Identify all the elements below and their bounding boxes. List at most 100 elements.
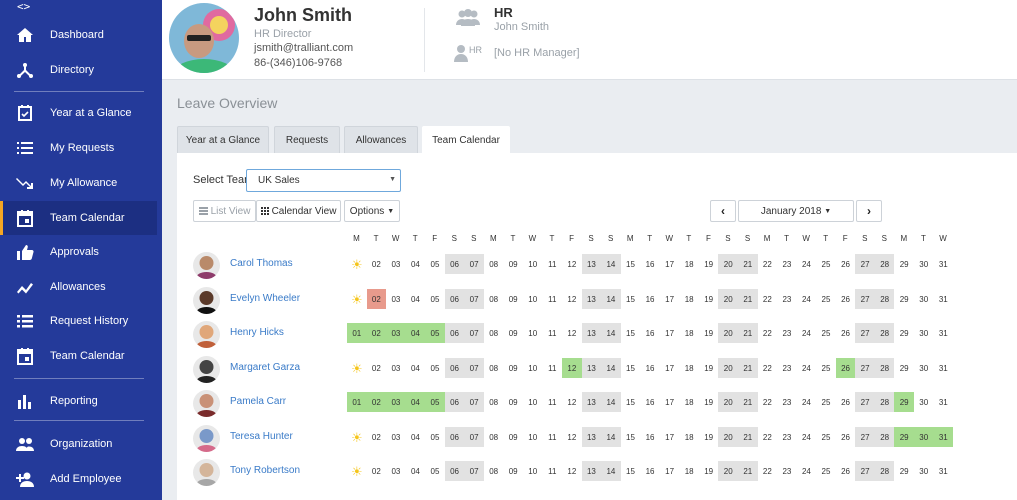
calendar-day-cell[interactable]: 23 [782, 363, 792, 373]
calendar-day-cell[interactable]: 15 [626, 259, 635, 269]
calendar-day-cell[interactable]: 04 [410, 432, 420, 442]
calendar-day-cell[interactable]: 18 [684, 363, 694, 373]
calendar-day-cell[interactable]: 24 [801, 432, 811, 442]
calendar-day-cell[interactable]: 08 [489, 363, 499, 373]
calendar-day-cell[interactable]: 12 [567, 294, 577, 304]
calendar-day-cell[interactable]: 05 [430, 363, 440, 373]
calendar-day-cell[interactable]: 28 [874, 358, 895, 378]
calendar-day-cell[interactable]: 25 [821, 363, 831, 373]
calendar-day-cell[interactable]: 03 [391, 432, 401, 442]
calendar-day-cell[interactable]: 31 [938, 328, 948, 338]
calendar-day-cell[interactable]: 17 [665, 294, 675, 304]
calendar-day-cell[interactable]: 13 [581, 427, 602, 447]
employee-name-link[interactable]: Henry Hicks [230, 327, 284, 338]
holiday-cell[interactable]: ☀ [347, 254, 367, 274]
calendar-day-cell[interactable]: 21 [738, 289, 758, 309]
calendar-day-cell[interactable]: 11 [548, 432, 557, 442]
calendar-day-cell[interactable]: 07 [464, 461, 484, 481]
employee-name-link[interactable]: Carol Thomas [230, 258, 293, 269]
calendar-day-cell[interactable]: 02 [371, 466, 381, 476]
sidebar-item-reporting[interactable]: Reporting [0, 384, 157, 418]
calendar-day-cell[interactable]: 30 [919, 328, 929, 338]
calendar-day-cell[interactable]: 31 [938, 259, 948, 269]
sidebar-item-year-at-a-glance[interactable]: Year at a Glance [0, 96, 157, 130]
calendar-day-cell[interactable]: 29 [899, 294, 909, 304]
calendar-day-cell[interactable]: 03 [391, 259, 401, 269]
calendar-day-cell[interactable]: 13 [581, 254, 602, 274]
calendar-day-cell[interactable]: 22 [762, 363, 772, 373]
calendar-day-cell[interactable]: 28 [874, 323, 895, 343]
calendar-day-cell[interactable]: 25 [821, 432, 831, 442]
calendar-day-cell[interactable]: 31 [933, 427, 954, 447]
calendar-day-cell[interactable]: 29 [894, 392, 914, 412]
sidebar-item-team-calendar[interactable]: Team Calendar [0, 339, 157, 373]
calendar-day-cell[interactable]: 28 [874, 254, 895, 274]
calendar-day-cell[interactable]: 01 [347, 323, 367, 343]
calendar-day-cell[interactable]: 16 [645, 432, 655, 442]
holiday-cell[interactable]: ☀ [347, 289, 367, 309]
calendar-day-cell[interactable]: 30 [919, 363, 929, 373]
tab-allowances[interactable]: Allowances [344, 126, 418, 154]
calendar-day-cell[interactable]: 27 [855, 427, 875, 447]
calendar-day-cell[interactable]: 21 [738, 254, 758, 274]
calendar-day-cell[interactable]: 12 [562, 358, 582, 378]
calendar-day-cell[interactable]: 19 [704, 294, 714, 304]
calendar-day-cell[interactable]: 20 [718, 427, 739, 447]
options-button[interactable]: Options ▼ [344, 200, 400, 222]
calendar-day-cell[interactable]: 30 [913, 427, 934, 447]
calendar-day-cell[interactable]: 13 [581, 289, 602, 309]
employee-name-link[interactable]: Pamela Carr [230, 396, 287, 407]
calendar-day-cell[interactable]: 05 [425, 392, 445, 412]
calendar-day-cell[interactable]: 08 [489, 397, 499, 407]
calendar-day-cell[interactable]: 19 [704, 328, 714, 338]
calendar-day-cell[interactable]: 15 [626, 466, 635, 476]
holiday-cell[interactable]: ☀ [347, 427, 367, 447]
calendar-day-cell[interactable]: 14 [601, 254, 621, 274]
calendar-day-cell[interactable]: 03 [391, 466, 401, 476]
calendar-day-cell[interactable]: 28 [874, 289, 895, 309]
calendar-day-cell[interactable]: 18 [684, 328, 694, 338]
sidebar-item-my-allowance[interactable]: My Allowance [0, 166, 157, 200]
calendar-day-cell[interactable]: 08 [489, 294, 499, 304]
calendar-day-cell[interactable]: 16 [645, 397, 655, 407]
employee-name-link[interactable]: Teresa Hunter [230, 431, 293, 442]
sidebar-item-my-requests[interactable]: My Requests [0, 131, 157, 165]
calendar-day-cell[interactable]: 10 [528, 294, 538, 304]
calendar-day-cell[interactable]: 13 [581, 392, 602, 412]
calendar-day-cell[interactable]: 17 [665, 328, 675, 338]
calendar-day-cell[interactable]: 05 [430, 466, 440, 476]
calendar-day-cell[interactable]: 26 [841, 294, 850, 304]
calendar-day-cell[interactable]: 31 [938, 466, 948, 476]
calendar-day-cell[interactable]: 11 [548, 363, 557, 373]
calendar-day-cell[interactable]: 22 [762, 466, 772, 476]
calendar-day-cell[interactable]: 29 [899, 259, 909, 269]
calendar-day-cell[interactable]: 16 [645, 294, 655, 304]
calendar-day-cell[interactable]: 11 [548, 294, 557, 304]
calendar-day-cell[interactable]: 24 [801, 328, 811, 338]
calendar-day-cell[interactable]: 27 [855, 358, 875, 378]
calendar-day-cell[interactable]: 12 [567, 328, 577, 338]
calendar-day-cell[interactable]: 05 [430, 259, 440, 269]
calendar-day-cell[interactable]: 24 [801, 294, 811, 304]
calendar-day-cell[interactable]: 13 [581, 461, 602, 481]
calendar-day-cell[interactable]: 07 [464, 289, 484, 309]
calendar-day-cell[interactable]: 06 [444, 289, 465, 309]
calendar-day-cell[interactable]: 21 [738, 427, 758, 447]
calendar-day-cell[interactable]: 20 [718, 358, 739, 378]
calendar-day-cell[interactable]: 02 [371, 259, 381, 269]
calendar-day-cell[interactable]: 25 [821, 294, 831, 304]
calendar-day-cell[interactable]: 18 [684, 259, 694, 269]
team-select[interactable]: UK Sales ▼ [246, 169, 401, 192]
calendar-day-cell[interactable]: 31 [938, 363, 948, 373]
calendar-day-cell[interactable]: 26 [835, 358, 856, 378]
calendar-day-cell[interactable]: 15 [626, 432, 635, 442]
calendar-day-cell[interactable]: 14 [601, 358, 621, 378]
calendar-day-cell[interactable]: 09 [508, 397, 518, 407]
sidebar-item-directory[interactable]: Directory [0, 53, 157, 87]
calendar-day-cell[interactable]: 04 [405, 323, 426, 343]
calendar-day-cell[interactable]: 28 [874, 427, 895, 447]
calendar-day-cell[interactable]: 22 [762, 432, 772, 442]
calendar-day-cell[interactable]: 23 [782, 259, 792, 269]
calendar-day-cell[interactable]: 19 [704, 432, 714, 442]
calendar-day-cell[interactable]: 04 [410, 294, 420, 304]
